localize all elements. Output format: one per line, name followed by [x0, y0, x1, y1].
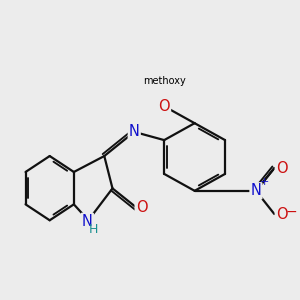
Text: −: −: [285, 205, 297, 219]
Text: N: N: [129, 124, 140, 140]
Text: H: H: [88, 224, 98, 236]
Text: methoxy: methoxy: [143, 76, 186, 86]
Text: N: N: [82, 214, 93, 229]
Text: O: O: [136, 200, 147, 215]
Text: O: O: [276, 206, 287, 221]
Text: O: O: [158, 99, 170, 114]
Text: O: O: [276, 160, 287, 175]
Text: +: +: [260, 177, 269, 187]
Text: N: N: [250, 183, 261, 198]
